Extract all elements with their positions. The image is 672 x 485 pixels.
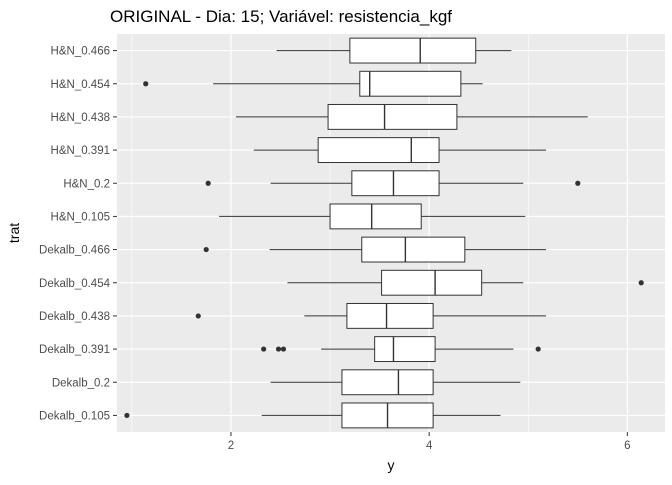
box-7 xyxy=(287,269,644,296)
box-8 xyxy=(195,302,547,329)
y-tick-label: Dekalb_0.391 xyxy=(39,344,110,356)
box-iqr xyxy=(381,269,483,296)
minor-gridlines xyxy=(131,34,529,432)
y-tick-label: Dekalb_0.466 xyxy=(39,245,110,257)
outlier-point xyxy=(143,81,149,87)
plot-panel xyxy=(117,34,665,432)
outlier-point xyxy=(261,346,267,352)
y-tick-label: Dekalb_0.2 xyxy=(52,377,110,389)
box-iqr xyxy=(346,302,434,329)
y-tick-label: H&N_0.438 xyxy=(51,112,110,124)
box-10 xyxy=(270,369,521,396)
outlier-point xyxy=(124,412,130,419)
x-tick-label: 6 xyxy=(624,440,630,452)
y-tick-label: H&N_0.2 xyxy=(63,178,110,190)
box-11 xyxy=(124,402,501,429)
outlier-point xyxy=(535,346,541,352)
box-1 xyxy=(143,70,483,97)
x-tick-label: 2 xyxy=(228,440,234,452)
outlier-point xyxy=(195,313,201,319)
box-iqr xyxy=(327,103,458,130)
outlier-point xyxy=(575,180,581,186)
box-4 xyxy=(205,170,581,197)
outlier-point xyxy=(275,346,282,352)
outlier-point xyxy=(205,180,211,186)
box-iqr xyxy=(349,37,477,64)
chart-title: ORIGINAL - Dia: 15; Variável: resistenci… xyxy=(110,7,452,26)
box-series xyxy=(124,37,644,429)
outlier-point xyxy=(280,346,287,352)
outlier-point xyxy=(638,280,644,286)
box-iqr xyxy=(341,369,434,396)
box-0 xyxy=(276,37,512,64)
box-9 xyxy=(261,336,541,363)
y-tick-label: Dekalb_0.454 xyxy=(39,278,111,290)
y-tick-label: Dekalb_0.105 xyxy=(39,410,110,422)
box-iqr xyxy=(329,203,422,230)
y-tick-label: H&N_0.105 xyxy=(51,211,110,223)
outlier-point xyxy=(203,246,209,253)
box-iqr xyxy=(317,137,440,164)
y-tick-label: H&N_0.466 xyxy=(51,46,110,58)
box-iqr xyxy=(374,336,436,363)
x-axis: 2 4 6 xyxy=(228,432,631,452)
box-iqr xyxy=(359,70,462,97)
box-iqr xyxy=(351,170,440,197)
y-tick-label: Dekalb_0.438 xyxy=(39,311,110,323)
y-tick-label: H&N_0.454 xyxy=(51,79,111,91)
y-tick-label: H&N_0.391 xyxy=(51,145,110,157)
x-tick-label: 4 xyxy=(426,440,433,452)
box-3 xyxy=(253,137,547,164)
box-6 xyxy=(203,236,547,263)
box-iqr xyxy=(361,236,466,263)
x-axis-label: y xyxy=(388,457,395,473)
box-2 xyxy=(235,103,588,130)
y-axis-label: trat xyxy=(6,223,22,243)
box-5 xyxy=(219,203,526,230)
y-axis: H&N_0.466 H&N_0.454 H&N_0.438 H&N_0.391 H&N_… xyxy=(39,46,117,422)
